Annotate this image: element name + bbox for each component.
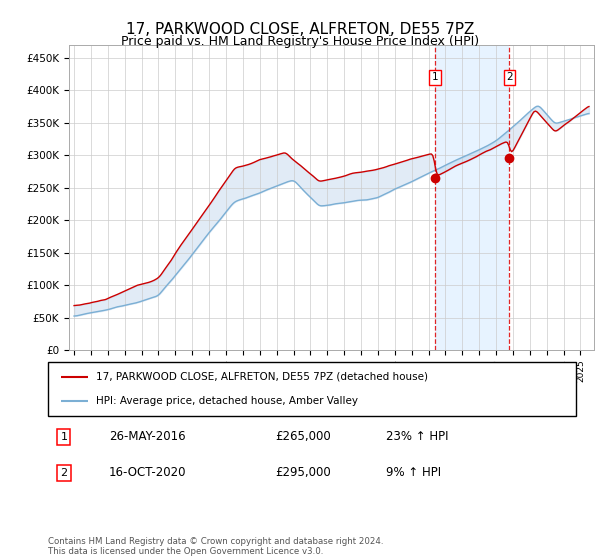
Text: Contains HM Land Registry data © Crown copyright and database right 2024.
This d: Contains HM Land Registry data © Crown c… — [48, 536, 383, 556]
Text: 16-OCT-2020: 16-OCT-2020 — [109, 466, 186, 479]
Text: HPI: Average price, detached house, Amber Valley: HPI: Average price, detached house, Ambe… — [95, 396, 358, 406]
Text: 2: 2 — [506, 72, 513, 82]
Text: 9% ↑ HPI: 9% ↑ HPI — [386, 466, 441, 479]
Text: 17, PARKWOOD CLOSE, ALFRETON, DE55 7PZ (detached house): 17, PARKWOOD CLOSE, ALFRETON, DE55 7PZ (… — [95, 372, 428, 382]
Text: £265,000: £265,000 — [275, 430, 331, 443]
Text: 23% ↑ HPI: 23% ↑ HPI — [386, 430, 448, 443]
Text: £295,000: £295,000 — [275, 466, 331, 479]
Bar — [435, 45, 509, 350]
Text: 2: 2 — [60, 468, 67, 478]
Text: 1: 1 — [431, 72, 438, 82]
Text: Price paid vs. HM Land Registry's House Price Index (HPI): Price paid vs. HM Land Registry's House … — [121, 35, 479, 48]
Text: 17, PARKWOOD CLOSE, ALFRETON, DE55 7PZ: 17, PARKWOOD CLOSE, ALFRETON, DE55 7PZ — [126, 22, 474, 38]
Text: 26-MAY-2016: 26-MAY-2016 — [109, 430, 185, 443]
Text: 1: 1 — [61, 432, 67, 442]
FancyBboxPatch shape — [48, 362, 576, 416]
